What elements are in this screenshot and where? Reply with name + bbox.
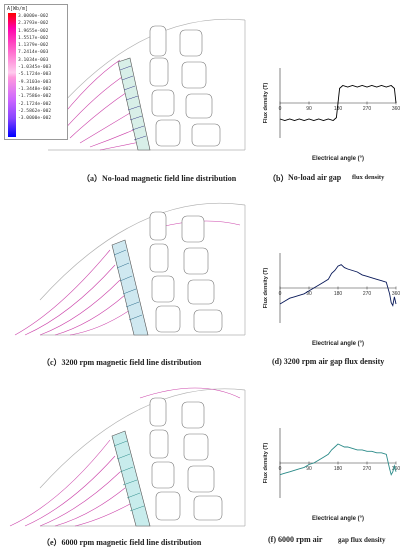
flux-density-line [279,443,397,476]
motor-field-panel-e [0,378,250,533]
y-axis-label: Flux density (T) [263,268,269,309]
legend-value: -1.0345e-003 [18,65,52,71]
caption-f-prefix: (f) 6000 rpm air [268,535,323,544]
legend-value: 3.1034e-003 [18,57,49,63]
x-axis-label: Electrical angle (°) [312,156,364,162]
legend-value: 2.3793e-002 [18,21,49,27]
legend-value: -9.3103e-003 [18,79,52,85]
legend-value: 1.1379e-002 [18,43,49,49]
x-tick-label: 360 [392,291,401,297]
flux-density-chart-b: 0 90 180 270 360 Flux density (T) Electrical a… [263,68,401,162]
legend-color-bar [8,13,16,137]
flux-density-chart-d: 0 90 180 270 360 Flux density (T) Electrical a… [263,253,401,347]
caption-b-text: No-load air gap [288,173,342,182]
caption-c: （c）3200 rpm magnetic field line distribu… [42,358,202,367]
motor-field-drawing-e [9,387,246,527]
legend-value: -2.1724e-002 [18,101,52,107]
legend-value: -2.5862e-002 [18,108,52,114]
x-axis-label: Electrical angle (°) [312,341,364,347]
x-tick-label: 180 [334,466,343,472]
legend-values: 3.0000e-002 2.3793e-002 1.9655e-002 1.5517e… [18,13,51,122]
legend-value: -3.0000e-002 [18,116,52,122]
stator-slots-e [149,397,223,521]
chart-panel-f: 0 90 180 270 360 Flux density (T) Electrical a… [258,420,408,530]
legend-value: 1.5517e-002 [18,35,49,41]
caption-f-text: gap flux density [338,536,386,544]
motor-field-drawing-c [14,202,246,336]
y-axis-label: Flux density (T) [263,83,269,124]
chart-panel-b: 0 90 180 270 360 Flux density (T) Electrical a… [258,60,408,170]
chart-panel-d: 0 90 180 270 360 Flux density (T) Electrical a… [258,245,408,355]
magnet-array-c [111,239,149,336]
x-tick-label: 90 [306,466,312,472]
stator-slots [149,25,221,147]
caption-a: （a）No-load magnetic field line distribut… [82,174,237,183]
magnet-array [117,57,151,151]
x-tick-label: 0 [279,106,282,112]
x-tick-label: 270 [363,291,372,297]
caption-d: (d) 3200 rpm air gap flux density [272,357,385,366]
caption-b-prefix: （b） [268,174,289,183]
y-axis-label: Flux density (T) [263,443,269,484]
legend-value: -5.1724e-003 [18,72,52,78]
legend-value: -1.3448e-002 [18,86,52,92]
x-tick-label: 180 [334,106,343,112]
magnet-array-e [111,430,151,527]
flux-density-line [279,84,397,122]
flux-potential-legend: A[Wb/m] 3.0000e-002 2.3793e-002 1.9655e-00… [4,4,68,140]
motor-field-panel-a: A[Wb/m] 3.0000e-002 2.3793e-002 1.9655e-00… [0,0,250,170]
flux-density-line [279,264,397,307]
caption-b-flux: flux density [352,174,385,181]
x-tick-label: 90 [306,291,312,297]
field-lines-e [9,387,241,527]
motor-field-panel-c [0,190,250,355]
legend-value: 7.2414e-003 [18,50,49,56]
x-tick-label: 270 [363,106,372,112]
legend-title: A[Wb/m] [7,6,29,12]
legend-value: -1.7586e-002 [18,94,52,100]
x-tick-label: 0 [279,466,282,472]
x-tick-label: 180 [334,291,343,297]
x-tick-label: 360 [392,106,401,112]
x-tick-label: 90 [306,106,312,112]
flux-density-chart-f: 0 90 180 270 360 Flux density (T) Electrical a… [263,428,401,522]
caption-e: （e）6000 rpm magnetic field line distribu… [42,538,202,547]
x-axis-label: Electrical angle (°) [312,516,364,522]
x-tick-label: 360 [392,466,401,472]
x-tick-label: 0 [279,291,282,297]
legend-value: 3.0000e-002 [18,14,49,19]
legend-value: 1.9655e-002 [18,28,49,34]
x-tick-label: 270 [363,466,372,472]
stator-slots-c [149,211,223,333]
motor-field-drawing-a [47,18,246,151]
